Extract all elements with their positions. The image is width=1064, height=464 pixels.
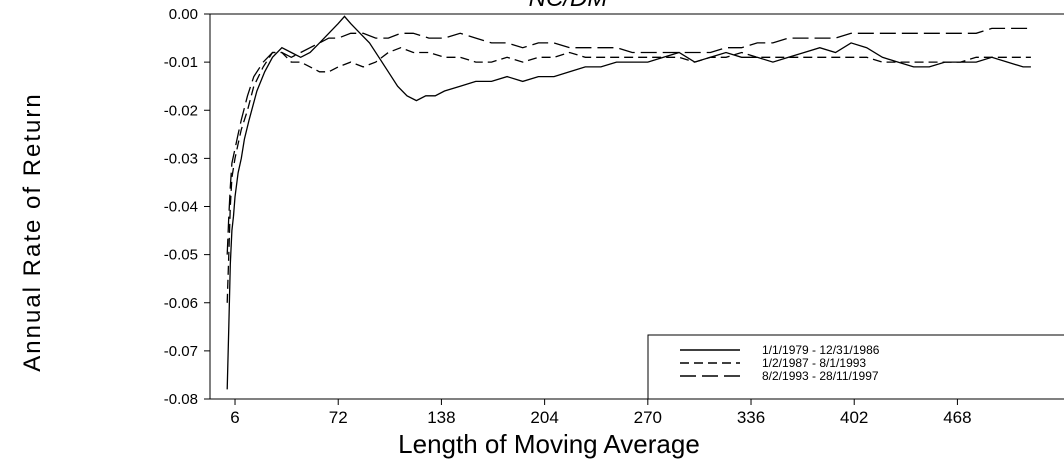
x-tick-label: 138: [427, 408, 455, 427]
series-lines: [226, 15, 1031, 390]
y-axis-label: Annual Rate of Return: [19, 92, 46, 371]
legend-label-1: 1/1/1979 - 12/31/1986: [762, 343, 880, 357]
y-tick-label: -0.06: [164, 295, 198, 312]
x-tick-label: 402: [840, 408, 868, 427]
y-tick-label: -0.01: [164, 54, 198, 71]
y-tick-label: 0.00: [169, 6, 198, 23]
x-tick-label: 336: [737, 408, 765, 427]
series-line-3: [226, 27, 1031, 255]
y-tick-label: -0.04: [164, 199, 198, 216]
series-line-1: [226, 15, 1031, 390]
x-tick-label: 204: [530, 408, 558, 427]
y-tick-label: -0.03: [164, 150, 198, 167]
y-tick-label: -0.02: [164, 102, 198, 119]
x-tick-label: 6: [230, 408, 239, 427]
legend-label-3: 8/2/1993 - 28/11/1997: [762, 369, 879, 383]
x-axis-label: Length of Moving Average: [398, 429, 700, 459]
y-tick-label: -0.08: [164, 391, 198, 408]
x-tick-label: 72: [329, 408, 348, 427]
legend-box: [647, 334, 1064, 400]
y-axis: 0.00 -0.01 -0.02 -0.03 -0.04 -0.05 -0.06 -0.07 -…: [164, 6, 210, 408]
series-line-2: [226, 47, 1031, 303]
legend-label-2: 1/2/1987 - 8/1/1993: [762, 356, 866, 370]
x-tick-label: 468: [943, 408, 971, 427]
x-tick-label: 270: [634, 408, 662, 427]
x-axis: 6 72 138 204 270 336 402 468: [230, 399, 972, 427]
y-tick-label: -0.07: [164, 343, 198, 360]
y-tick-label: -0.05: [164, 247, 198, 264]
chart-title: NC/DM: [529, 0, 608, 12]
